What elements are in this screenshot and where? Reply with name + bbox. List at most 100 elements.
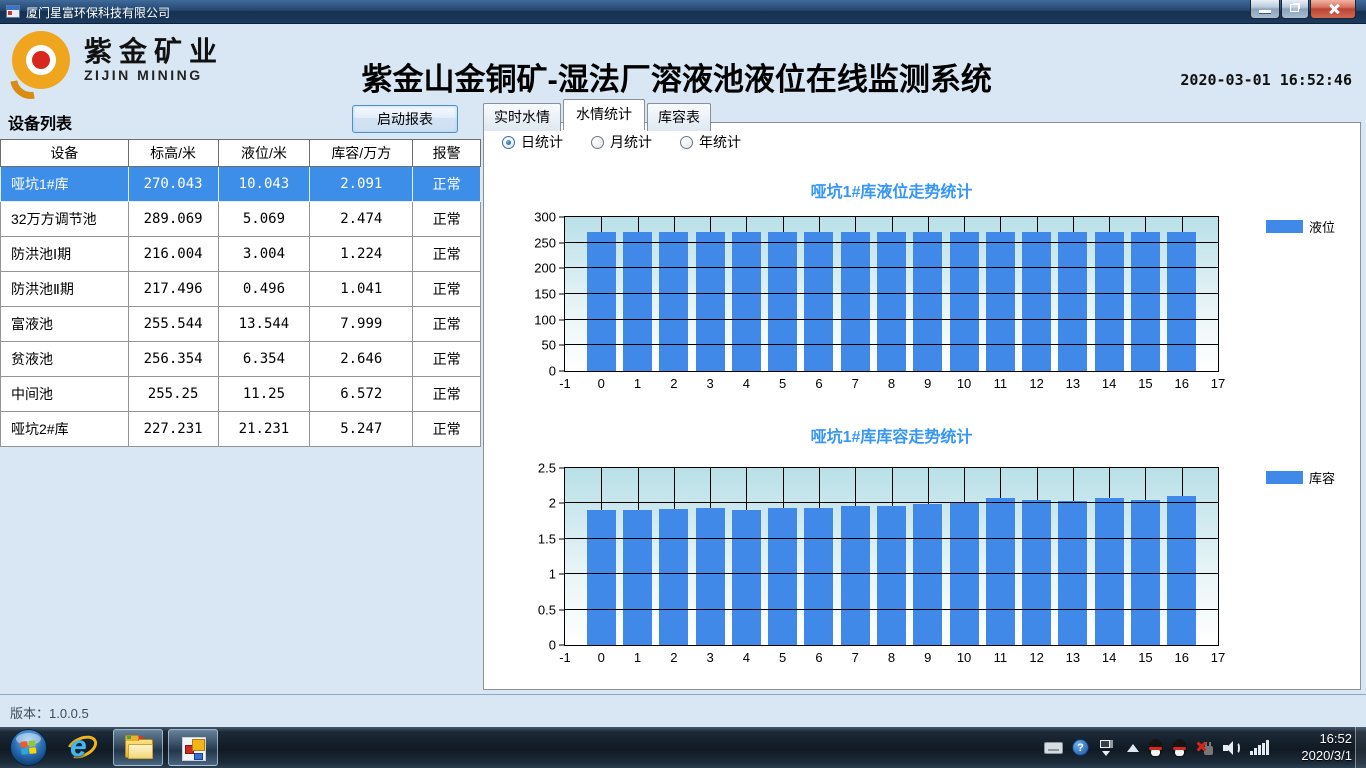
x-axis-tick-label: 10 [956,376,972,391]
y-axis-tick [559,370,565,372]
x-axis-tick-label: 1 [633,376,642,391]
close-button[interactable] [1310,0,1356,19]
header-alarm: 报警 [412,139,481,167]
x-axis-tick-label: -1 [559,650,571,665]
device-row[interactable]: 防洪池Ⅱ期 217.496 0.496 1.041 正常 [0,271,481,307]
speaker-icon[interactable] [1223,740,1241,756]
network-disconnected-icon[interactable] [1196,739,1214,756]
device-row[interactable]: 贫液池 256.354 6.354 2.646 正常 [0,341,481,377]
x-axis-tick-label: 0 [597,650,605,665]
device-row[interactable]: 富液池 255.544 13.544 7.999 正常 [0,306,481,342]
radio-daily[interactable]: 日统计 [502,132,563,152]
chart-bar [1094,497,1124,645]
taskbar-explorer-button[interactable] [113,729,163,766]
x-axis-tick-label: 3 [706,650,714,665]
help-icon[interactable]: ? [1072,739,1089,756]
start-report-button[interactable]: 启动报表 [352,105,458,133]
version-label: 版本：1.0.0.5 [10,706,89,721]
taskbar-ie-button[interactable]: e [58,729,108,766]
radio-monthly[interactable]: 月统计 [591,132,652,152]
x-axis-tick-label: 16 [1174,650,1189,665]
restore-button[interactable] [1281,0,1309,19]
device-row[interactable]: 中间池 255.25 11.25 6.572 正常 [0,376,481,412]
chart-bar [659,232,689,371]
windows-flag-icon [20,740,37,757]
chart-bar [1167,496,1197,645]
device-row[interactable]: 防洪池Ⅰ期 216.004 3.004 1.224 正常 [0,236,481,272]
device-row[interactable]: 哑坑2#库 227.231 21.231 5.247 正常 [0,411,481,447]
chart-bar [1058,501,1088,645]
minimize-icon [1259,10,1271,13]
alarm-cell: 正常 [412,201,481,237]
level-cell: 11.25 [217,376,311,412]
zijin-logo: 紫金矿业 ZIJIN MINING [12,31,224,89]
y-axis-tick [559,538,565,540]
page-title: 紫金山金铜矿-湿法厂溶液池液位在线监测系统 [361,62,992,97]
taskbar-clock[interactable]: 16:52 2020/3/1 [1301,730,1352,764]
chart-bar [913,504,943,645]
tab-water-stats[interactable]: 水情统计 [563,99,645,130]
ie-icon: e [70,730,87,763]
window-titlebar: 厦门星富环保科技有限公司 [0,0,1366,24]
qq-icon[interactable] [1172,738,1187,757]
x-axis-tick-label: 12 [1029,376,1044,391]
show-hidden-icons-arrow[interactable] [1127,743,1139,752]
device-table: 设备 标高/米 液位/米 库容/万方 报警 哑坑1#库 270.043 10.043… [0,139,481,447]
logo-text-en: ZIJIN MINING [84,67,203,83]
device-name-cell: 富液池 [0,306,129,342]
x-axis-tick-label: 1 [633,650,642,665]
y-axis-tick-label: 0 [548,363,556,379]
chart-bar [586,509,616,645]
elevation-cell: 255.544 [127,306,219,342]
app-header: 紫金矿业 ZIJIN MINING 紫金山金铜矿-湿法厂溶液池液位在线监测系统 … [0,24,1366,97]
taskbar-monitor-app-button[interactable] [168,729,218,766]
y-axis-tick-label: 0.5 [537,602,556,618]
show-desktop-button[interactable] [1355,727,1366,768]
x-axis-tick-label: 13 [1065,376,1081,391]
windows-taskbar: e ? 16:52 2020/3/1 [0,727,1366,768]
qq-icon[interactable] [1148,738,1163,757]
chart-bar [804,232,834,371]
y-axis-tick [559,502,565,504]
chart-bar [695,507,725,645]
capacity-cell: 2.474 [309,201,414,237]
y-axis-tick-label: 2 [548,495,556,511]
x-axis-tick-label: 0 [597,376,605,391]
minimize-button[interactable] [1250,0,1280,19]
y-axis-tick [559,467,565,469]
device-row[interactable]: 哑坑1#库 270.043 10.043 2.091 正常 [0,166,481,202]
tab-strip: 实时水情 水情统计 库容表 [483,99,713,131]
grid-line-horizontal [565,241,1218,243]
window-stack-icon[interactable] [1098,739,1118,757]
system-tray: ? [1044,727,1270,768]
tab-capacity-table[interactable]: 库容表 [647,103,711,131]
level-chart-title: 哑坑1#库液位走势统计 [810,184,973,201]
chart-bar [949,232,979,371]
radio-yearly[interactable]: 年统计 [680,132,741,152]
elevation-cell: 256.354 [127,341,219,377]
x-axis-tick-label: 5 [779,650,787,665]
x-axis-tick-label: 8 [887,376,896,391]
y-axis-tick-label: 250 [534,235,556,251]
status-bar: 版本：1.0.0.5 [0,694,1366,727]
start-button[interactable] [10,729,47,766]
chart-bar [985,232,1015,371]
level-chart-plot: 0 50 100 150 200 250 300 -1 0 1 2 3 4 5 6 7 8 9 10 11 12 13 14… [534,210,1225,392]
tab-realtime[interactable]: 实时水情 [483,103,561,131]
signal-bars-icon[interactable] [1250,740,1270,755]
chart-bar [1022,232,1052,371]
level-cell: 6.354 [217,341,311,377]
capacity-chart-plot: 0 0.5 1 1.5 2 2.5 -1 0 1 2 3 4 5 6 7 8 9 10 11 12 13 14 15 16 17 [538,461,1225,666]
x-axis-tick-label: 13 [1065,650,1081,665]
elevation-cell: 216.004 [127,236,219,272]
datetime-display: 2020-03-01 16:52:46 [1180,71,1352,89]
x-axis-tick-label: 8 [887,650,896,665]
keyboard-icon[interactable] [1044,741,1063,754]
x-axis-tick-label: -1 [559,376,571,391]
close-icon [1326,2,1342,16]
chart-bar [804,507,834,645]
header-device: 设备 [0,139,129,167]
radio-daily-label: 日统计 [521,134,563,150]
y-axis-tick-label: 150 [534,286,556,302]
device-row[interactable]: 32万方调节池 289.069 5.069 2.474 正常 [0,201,481,237]
